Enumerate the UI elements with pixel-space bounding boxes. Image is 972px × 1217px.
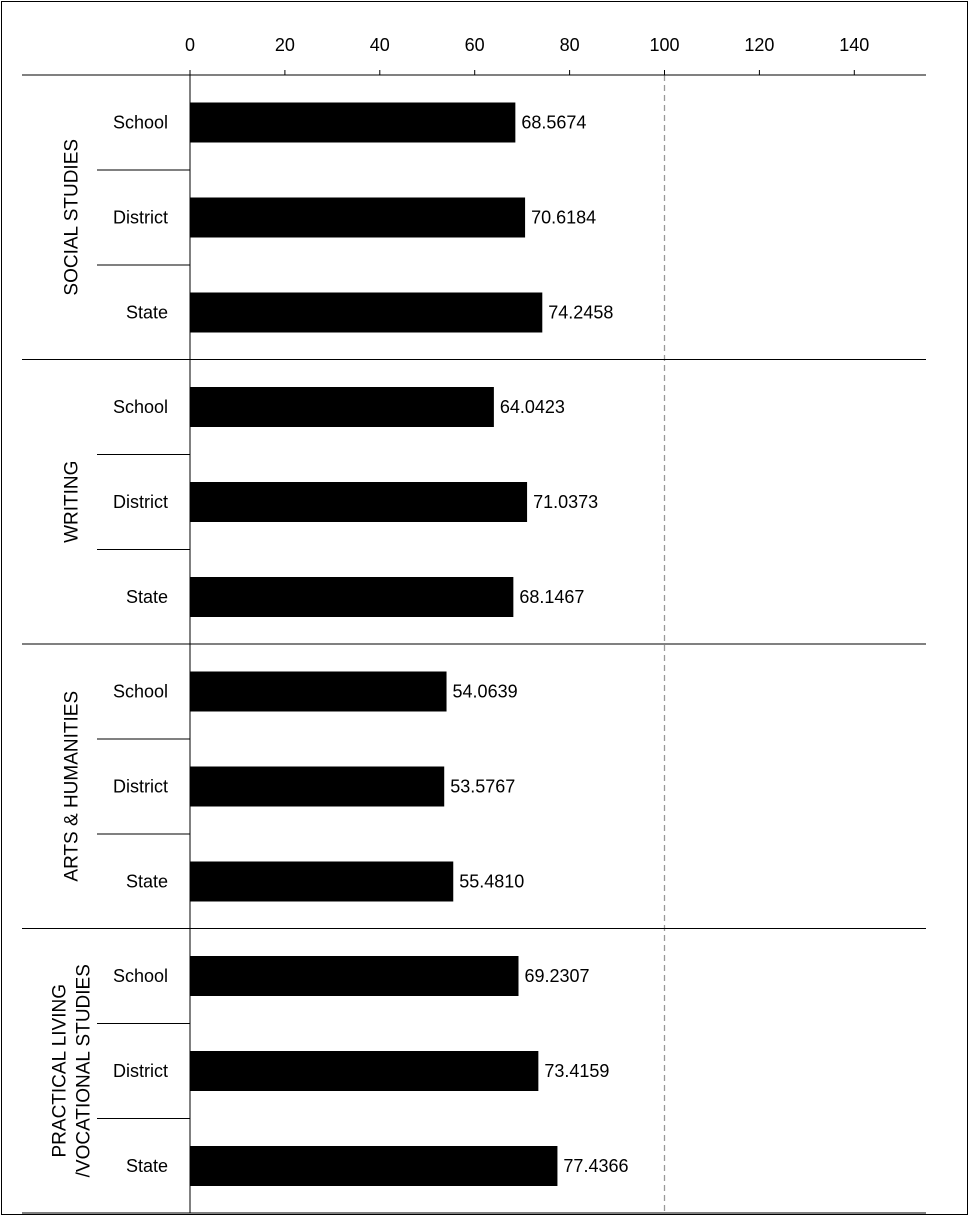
bar <box>190 102 516 143</box>
data-label: 53.5767 <box>450 777 515 797</box>
bar <box>190 766 445 807</box>
data-label: 55.4810 <box>459 872 524 892</box>
group-label: /VOCATIONAL STUDIES <box>74 964 95 1177</box>
category-label: District <box>113 492 168 512</box>
category-label: School <box>113 966 168 986</box>
category-label: State <box>126 303 168 323</box>
bar-layer: 68.5674 70.6184 74.2458 64.0423 71.0373 68.14… <box>190 102 629 1186</box>
bar <box>190 956 519 996</box>
data-label: 71.0373 <box>533 492 598 512</box>
data-label: 54.0639 <box>453 682 518 702</box>
bar <box>190 671 447 712</box>
bar <box>190 1051 539 1091</box>
x-tick-label: 80 <box>560 35 580 55</box>
data-label: 77.4366 <box>563 1156 628 1176</box>
data-label: 73.4159 <box>544 1061 609 1081</box>
x-tick-label: 120 <box>744 35 774 55</box>
data-label: 68.5674 <box>521 113 586 133</box>
data-label: 69.2307 <box>524 966 589 986</box>
bar <box>190 577 514 617</box>
group-layer: SOCIAL STUDIES School District State WRITING… <box>22 113 926 1214</box>
data-label: 74.2458 <box>548 303 613 323</box>
x-tick-label: 0 <box>185 35 195 55</box>
bar <box>190 292 543 333</box>
bar <box>190 861 454 902</box>
group-label: PRACTICAL LIVING <box>50 984 71 1158</box>
data-label: 70.6184 <box>531 208 596 228</box>
group-label: SOCIAL STUDIES <box>62 139 83 296</box>
category-label: District <box>113 1061 168 1081</box>
category-label: State <box>126 1156 168 1176</box>
category-label: School <box>113 113 168 133</box>
x-tick-label: 60 <box>465 35 485 55</box>
x-tick-label: 140 <box>839 35 869 55</box>
category-label: School <box>113 682 168 702</box>
bar <box>190 1146 558 1186</box>
bar <box>190 197 526 238</box>
x-tick-label: 100 <box>649 35 679 55</box>
data-label: 64.0423 <box>500 397 565 417</box>
category-label: School <box>113 397 168 417</box>
bar <box>190 387 494 427</box>
group-label: ARTS & HUMANITIES <box>62 691 83 882</box>
x-tick-label: 40 <box>370 35 390 55</box>
x-tick-label: 20 <box>275 35 295 55</box>
category-label: District <box>113 208 168 228</box>
category-label: District <box>113 777 168 797</box>
data-label: 68.1467 <box>519 587 584 607</box>
category-label: State <box>126 872 168 892</box>
category-label: State <box>126 587 168 607</box>
bar <box>190 482 528 522</box>
group-label: WRITING <box>62 461 83 543</box>
